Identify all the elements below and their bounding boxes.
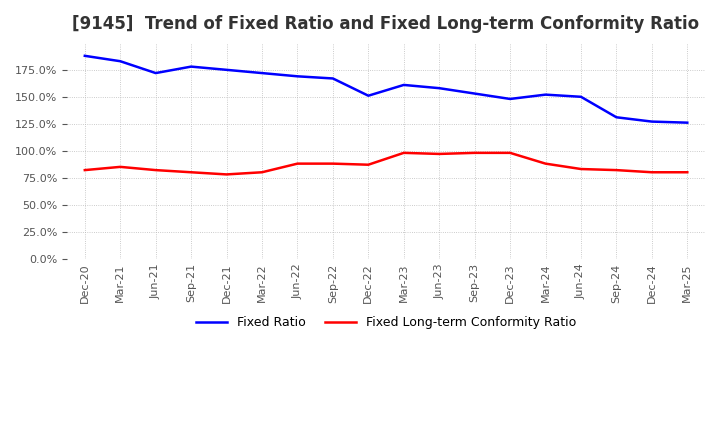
Fixed Ratio [81,53,89,59]
Fixed Ratio [400,82,408,88]
Fixed Long-term Conformity Ratio [81,168,89,173]
Fixed Ratio [364,93,373,99]
Fixed Long-term Conformity Ratio [116,164,125,169]
Fixed Long-term Conformity Ratio [612,168,621,173]
Fixed Ratio [328,76,337,81]
Fixed Long-term Conformity Ratio [364,162,373,167]
Fixed Ratio [683,120,692,125]
Fixed Ratio [293,73,302,79]
Fixed Ratio [151,70,160,76]
Fixed Ratio [541,92,550,97]
Fixed Long-term Conformity Ratio [577,166,585,172]
Fixed Long-term Conformity Ratio [470,150,479,155]
Fixed Long-term Conformity Ratio [435,151,444,157]
Fixed Long-term Conformity Ratio [400,150,408,155]
Fixed Ratio [435,85,444,91]
Fixed Ratio [186,64,195,69]
Fixed Long-term Conformity Ratio [505,150,514,155]
Fixed Long-term Conformity Ratio [258,169,266,175]
Fixed Ratio [647,119,656,124]
Fixed Long-term Conformity Ratio [541,161,550,166]
Line: Fixed Long-term Conformity Ratio: Fixed Long-term Conformity Ratio [85,153,688,174]
Fixed Long-term Conformity Ratio [186,169,195,175]
Fixed Ratio [222,67,231,73]
Fixed Long-term Conformity Ratio [683,169,692,175]
Fixed Long-term Conformity Ratio [328,161,337,166]
Fixed Ratio [505,96,514,102]
Legend: Fixed Ratio, Fixed Long-term Conformity Ratio: Fixed Ratio, Fixed Long-term Conformity … [191,311,581,334]
Line: Fixed Ratio: Fixed Ratio [85,56,688,123]
Fixed Long-term Conformity Ratio [647,169,656,175]
Fixed Ratio [258,70,266,76]
Fixed Ratio [470,91,479,96]
Fixed Long-term Conformity Ratio [222,172,231,177]
Fixed Long-term Conformity Ratio [151,168,160,173]
Fixed Long-term Conformity Ratio [293,161,302,166]
Fixed Ratio [577,94,585,99]
Title: [9145]  Trend of Fixed Ratio and Fixed Long-term Conformity Ratio: [9145] Trend of Fixed Ratio and Fixed Lo… [73,15,700,33]
Fixed Ratio [612,115,621,120]
Fixed Ratio [116,59,125,64]
